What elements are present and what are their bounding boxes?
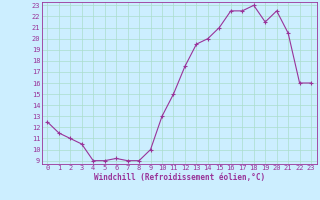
X-axis label: Windchill (Refroidissement éolien,°C): Windchill (Refroidissement éolien,°C) <box>94 173 265 182</box>
